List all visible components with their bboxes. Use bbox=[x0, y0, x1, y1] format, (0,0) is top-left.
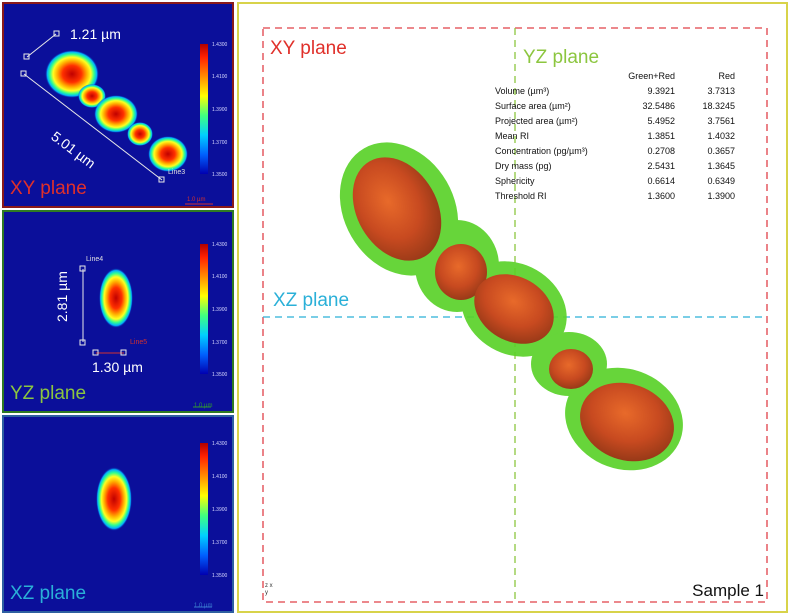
stats-value: 3.7313 bbox=[707, 86, 735, 96]
stats-label: Sphericity bbox=[495, 176, 535, 186]
stats-label: Mean RI bbox=[495, 131, 530, 141]
stats-label: Threshold RI bbox=[495, 191, 547, 201]
xz-plane-label: XZ plane bbox=[10, 583, 87, 604]
stats-value: 1.3851 bbox=[647, 131, 675, 141]
xz-tick: 1.3700 bbox=[212, 540, 228, 546]
xy-colorbar bbox=[200, 44, 208, 174]
xz-scale-bar: 1.0 µm bbox=[194, 603, 213, 609]
yz-tick: 1.3900 bbox=[212, 307, 228, 313]
xz-tick: 1.4100 bbox=[212, 474, 228, 480]
xz-colorbar bbox=[200, 443, 208, 575]
stats-value: 9.3921 bbox=[647, 86, 675, 96]
stats-value: 0.6349 bbox=[707, 176, 735, 186]
sample-label: Sample 1 bbox=[692, 581, 764, 600]
xz-tick: 1.3500 bbox=[212, 573, 228, 579]
stats-header-cell: Red bbox=[718, 71, 735, 81]
yz-colorbar bbox=[200, 244, 208, 374]
yz-plane-panel[interactable]: Line4 Line5 2.81 µm 1.30 µm 1.4300 1.410… bbox=[2, 210, 234, 413]
xy-tick: 1.3500 bbox=[212, 172, 228, 178]
yz-heatmap bbox=[79, 265, 211, 408]
stats-value: 1.3645 bbox=[707, 161, 735, 171]
stats-value: 0.2708 bbox=[647, 146, 675, 156]
xy-tick: 1.4100 bbox=[212, 74, 228, 80]
stats-value: 0.6614 bbox=[647, 176, 675, 186]
stats-label: Projected area (µm²) bbox=[495, 116, 578, 126]
yz-tick: 1.3700 bbox=[212, 340, 228, 346]
main-xz-label: XZ plane bbox=[273, 290, 350, 311]
yz-tick: 1.4300 bbox=[212, 242, 228, 248]
xy-plane-panel[interactable]: 1.21 µm 5.01 µm Line3 1.4300 1.4100 1.39… bbox=[2, 2, 234, 208]
cell-red-core bbox=[352, 157, 674, 462]
main-yz-label: YZ plane bbox=[523, 47, 600, 68]
render-3d bbox=[262, 27, 768, 603]
xy-plane-label: XY plane bbox=[10, 178, 87, 199]
stats-value: 0.3657 bbox=[707, 146, 735, 156]
xy-tick: 1.4300 bbox=[212, 42, 228, 48]
stats-value: 3.7561 bbox=[707, 116, 735, 126]
main-3d-view[interactable]: XY plane YZ plane XZ plane Green+Red Red… bbox=[237, 2, 788, 613]
stats-label: Surface area (µm²) bbox=[495, 101, 571, 111]
xy-tick: 1.3900 bbox=[212, 107, 228, 113]
stats-label: Dry mass (pg) bbox=[495, 161, 552, 171]
stats-value: 1.4032 bbox=[707, 131, 735, 141]
stats-value: 32.5486 bbox=[642, 101, 675, 111]
yz-height-measure: 2.81 µm bbox=[54, 271, 70, 322]
xz-tick: 1.3900 bbox=[212, 507, 228, 513]
yz-plane-label: YZ plane bbox=[10, 383, 87, 404]
xy-line-label: Line3 bbox=[168, 169, 186, 176]
yz-line-bottom-label: Line5 bbox=[130, 339, 148, 346]
yz-tick: 1.4100 bbox=[212, 274, 228, 280]
stats-value: 18.3245 bbox=[702, 101, 735, 111]
yz-line-top-label: Line4 bbox=[86, 256, 104, 263]
yz-width-measure: 1.30 µm bbox=[92, 359, 143, 375]
axis-orientation-icon: z x y bbox=[265, 583, 273, 596]
xz-tick: 1.4300 bbox=[212, 441, 228, 447]
xz-heatmap bbox=[96, 467, 212, 608]
xz-plane-panel[interactable]: 1.4300 1.4100 1.3900 1.3700 1.3500 1.0 µ… bbox=[2, 415, 234, 613]
xy-width-measure: 1.21 µm bbox=[70, 26, 121, 42]
stats-label: Volume (µm³) bbox=[495, 86, 550, 96]
stats-value: 1.3900 bbox=[707, 191, 735, 201]
yz-tick: 1.3500 bbox=[212, 372, 228, 378]
stats-value: 5.4952 bbox=[647, 116, 675, 126]
xy-scale-bar: 1.0 µm bbox=[187, 197, 206, 203]
stats-label: Concentration (pg/µm³) bbox=[495, 146, 588, 156]
yz-scale-bar: 1.0 µm bbox=[194, 403, 213, 409]
xy-tick: 1.3700 bbox=[212, 140, 228, 146]
stats-value: 2.5431 bbox=[647, 161, 675, 171]
main-xy-label: XY plane bbox=[270, 38, 347, 59]
xy-heatmap bbox=[20, 30, 213, 205]
stats-value: 1.3600 bbox=[647, 191, 675, 201]
stats-header-cell: Green+Red bbox=[628, 71, 675, 81]
